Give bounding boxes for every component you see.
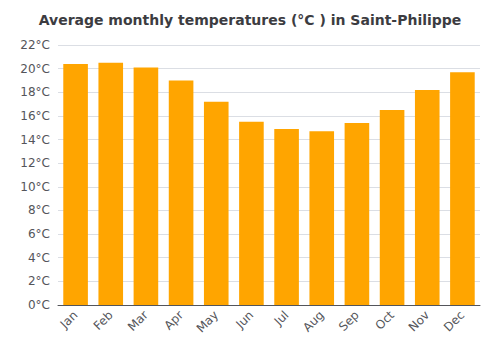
svg-text:Aug: Aug	[300, 308, 326, 334]
svg-text:16°C: 16°C	[20, 109, 50, 123]
svg-text:Jul: Jul	[271, 308, 292, 329]
svg-text:Feb: Feb	[91, 308, 116, 333]
svg-text:10°C: 10°C	[20, 180, 50, 194]
svg-text:Sep: Sep	[336, 308, 362, 334]
svg-text:2°C: 2°C	[28, 274, 50, 288]
svg-text:Mar: Mar	[125, 308, 151, 334]
svg-text:12°C: 12°C	[20, 156, 50, 170]
svg-text:Jan: Jan	[57, 308, 81, 332]
svg-text:May: May	[194, 308, 221, 335]
svg-text:18°C: 18°C	[20, 85, 50, 99]
svg-text:Nov: Nov	[406, 308, 432, 334]
svg-text:6°C: 6°C	[28, 227, 50, 241]
svg-text:Jun: Jun	[233, 308, 257, 332]
svg-text:Apr: Apr	[161, 308, 186, 333]
svg-text:Dec: Dec	[441, 308, 467, 334]
svg-text:0°C: 0°C	[28, 298, 50, 312]
svg-text:Average monthly temperatures (: Average monthly temperatures (°C ) in Sa…	[39, 12, 462, 28]
svg-text:14°C: 14°C	[20, 133, 50, 147]
svg-text:Oct: Oct	[372, 308, 397, 333]
svg-text:20°C: 20°C	[20, 62, 50, 76]
svg-text:22°C: 22°C	[20, 38, 50, 52]
svg-text:8°C: 8°C	[28, 203, 50, 217]
svg-text:4°C: 4°C	[28, 251, 50, 265]
